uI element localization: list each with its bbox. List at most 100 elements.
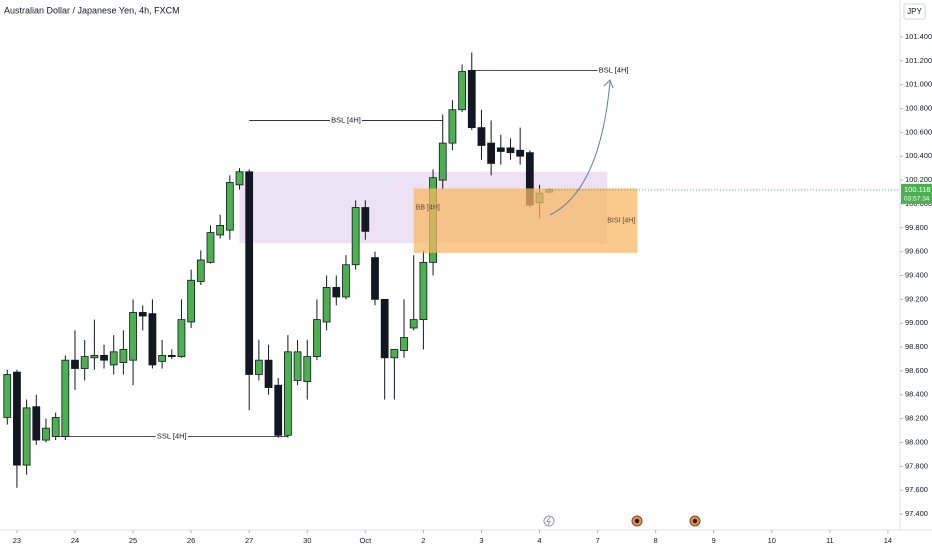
y-tick-label: 101.200 xyxy=(905,56,932,65)
candle-body xyxy=(409,319,418,329)
candle-body xyxy=(22,407,31,466)
candle-body xyxy=(13,371,21,466)
candle-body xyxy=(158,355,166,362)
candle-body xyxy=(206,232,215,263)
x-tick-label: 9 xyxy=(712,536,716,545)
candle-body xyxy=(119,349,128,363)
countdown-label: 03:57:34 xyxy=(904,196,930,203)
level-label-bg xyxy=(329,115,362,126)
x-tick-label: 30 xyxy=(303,536,311,545)
x-tick-label: 27 xyxy=(245,536,253,545)
candle-body xyxy=(177,319,186,357)
level-label-bg xyxy=(597,65,630,76)
candle-body xyxy=(235,171,244,186)
candle-body xyxy=(332,287,341,298)
y-tick-label: 98.600 xyxy=(905,366,928,375)
x-tick-label: 24 xyxy=(71,536,79,545)
candle-body xyxy=(3,374,12,418)
candle-body xyxy=(400,337,408,352)
y-tick-label: 100.200 xyxy=(905,175,932,184)
candle-body xyxy=(303,356,312,383)
chart-title: Australian Dollar / Japanese Yen, 4h, FX… xyxy=(4,5,180,15)
candle-body xyxy=(487,142,496,164)
level-label-bg xyxy=(155,431,188,442)
projection-arrow xyxy=(549,81,611,216)
candle-body xyxy=(438,142,447,181)
x-tick-label: Oct xyxy=(359,536,372,545)
zone-label: BB [4H] xyxy=(416,205,440,212)
candle-body xyxy=(477,127,486,146)
candle-body xyxy=(148,313,157,366)
level-label: BSL [4H] xyxy=(331,115,361,124)
currency-label[interactable]: JPY xyxy=(907,7,922,16)
candle-body xyxy=(32,406,41,441)
candle-body xyxy=(293,351,302,381)
candle-body xyxy=(448,109,457,144)
candle-body xyxy=(419,261,428,321)
candle-body xyxy=(380,298,389,359)
zone xyxy=(413,188,638,253)
y-tick-label: 97.800 xyxy=(905,461,928,470)
candle-body xyxy=(274,384,283,436)
candle-body xyxy=(187,279,196,323)
x-tick-label: 10 xyxy=(768,536,776,545)
x-tick-label: 8 xyxy=(654,536,658,545)
x-tick-label: 14 xyxy=(884,536,892,545)
candle-body xyxy=(100,355,108,361)
x-tick-label: 3 xyxy=(479,536,483,545)
y-tick-label: 98.000 xyxy=(905,437,928,446)
candle-body xyxy=(216,225,225,236)
y-tick-label: 97.600 xyxy=(905,485,928,494)
x-tick-label: 23 xyxy=(13,536,21,545)
x-tick-label: 7 xyxy=(595,536,599,545)
candle-body xyxy=(458,71,466,111)
candle-body xyxy=(264,359,273,389)
y-tick-label: 101.000 xyxy=(905,80,932,89)
arrow-head xyxy=(603,79,614,89)
x-tick-label: 11 xyxy=(826,536,834,545)
y-tick-label: 100.400 xyxy=(905,151,932,160)
candle-body xyxy=(516,149,525,157)
level-label: SSL [4H] xyxy=(157,431,187,440)
candle-body xyxy=(467,69,476,129)
y-tick-label: 98.800 xyxy=(905,342,928,351)
candle-body xyxy=(351,207,360,266)
y-tick-label: 99.400 xyxy=(905,270,928,279)
event-dot xyxy=(692,518,698,524)
y-tick-label: 99.200 xyxy=(905,294,928,303)
candle-body xyxy=(129,312,137,361)
y-tick-label: 101.400 xyxy=(905,32,932,41)
candle-body xyxy=(225,182,234,231)
x-tick-label: 4 xyxy=(537,536,541,545)
candle-body xyxy=(51,417,60,437)
candle-body xyxy=(390,349,399,359)
candle-body xyxy=(313,319,321,357)
candle-body xyxy=(61,359,70,437)
y-tick-label: 99.000 xyxy=(905,318,928,327)
candle-body xyxy=(42,427,50,441)
currency-box[interactable] xyxy=(903,3,926,20)
event-icons[interactable] xyxy=(543,515,701,527)
x-tick-label: 26 xyxy=(187,536,195,545)
candle-body xyxy=(284,351,292,436)
level-label: BSL [4H] xyxy=(599,65,629,74)
last-price-tag xyxy=(901,183,932,204)
candle-body xyxy=(138,312,147,317)
event-dot xyxy=(634,518,640,524)
y-tick-label: 99.800 xyxy=(905,223,928,232)
y-tick-label: 98.200 xyxy=(905,414,928,423)
candle-body xyxy=(109,351,118,366)
x-tick-label: 25 xyxy=(129,536,137,545)
candle-body xyxy=(371,257,379,300)
candle-body xyxy=(90,355,99,359)
candle-body xyxy=(196,259,205,282)
candle-body xyxy=(71,359,79,369)
y-tick-label: 100.800 xyxy=(905,104,932,113)
candle-body xyxy=(245,171,254,375)
lightning xyxy=(546,516,551,526)
candle-body xyxy=(496,147,505,152)
candle-body xyxy=(322,287,331,323)
y-tick-label: 99.600 xyxy=(905,247,928,256)
candle-body xyxy=(167,355,176,357)
